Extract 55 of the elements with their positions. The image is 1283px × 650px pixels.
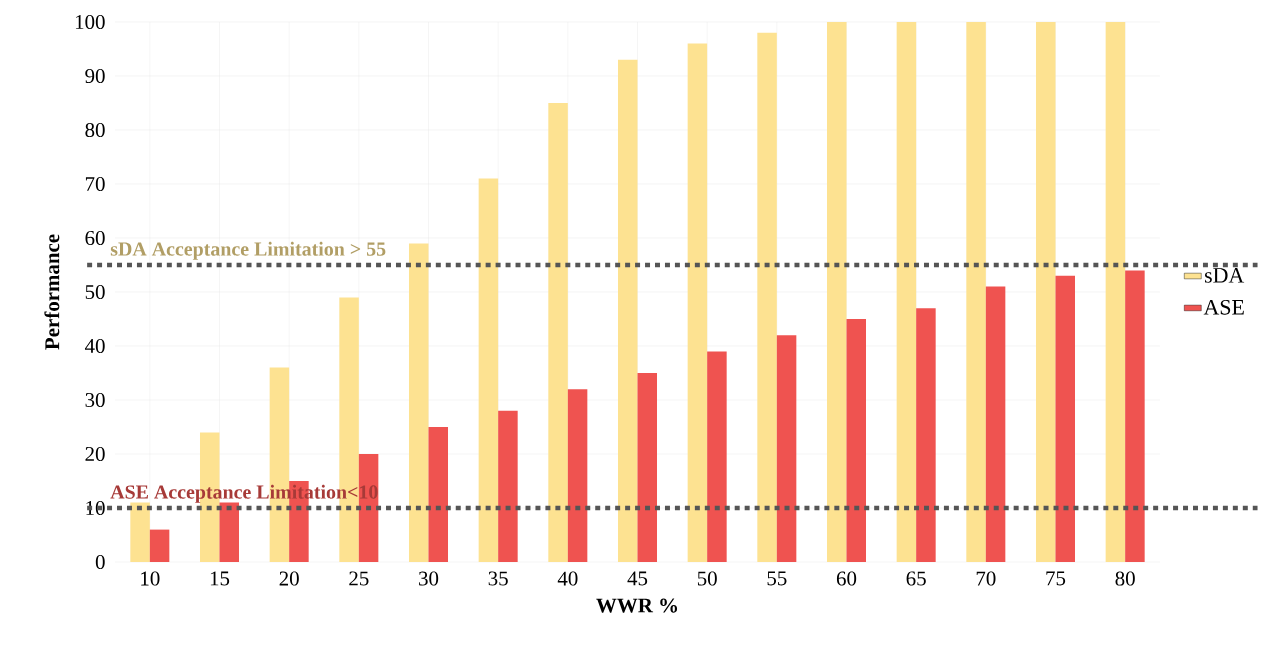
x-tick-label: 45: [627, 571, 648, 586]
y-axis-title: Performance: [44, 234, 60, 350]
bar: [687, 43, 708, 562]
y-tick-label: 50: [85, 284, 105, 300]
x-tick-label: 30: [419, 571, 439, 586]
bar: [617, 59, 638, 562]
x-tick-label: 65: [906, 571, 926, 586]
x-tick-label: 40: [557, 571, 578, 586]
bar: [548, 103, 568, 562]
bar: [219, 502, 240, 562]
ref-line-label: sDA Acceptance Limitation > 55: [110, 241, 386, 260]
x-tick-label: 50: [697, 571, 717, 586]
bar: [130, 502, 150, 562]
bar: [498, 410, 518, 562]
bar: [1055, 275, 1075, 562]
bar: [707, 351, 727, 562]
y-tick-label: 20: [85, 446, 105, 462]
x-tick-label: 70: [976, 571, 996, 586]
y-tick-label: 30: [85, 392, 105, 408]
bar: [1125, 270, 1145, 562]
x-tick-label: 25: [349, 571, 369, 586]
x-tick-label: 80: [1115, 571, 1135, 586]
x-tick-label: 75: [1046, 571, 1066, 586]
bar: [896, 21, 917, 562]
y-tick-label: 80: [85, 122, 105, 138]
x-tick-label: 15: [210, 571, 230, 586]
bar: [428, 427, 448, 562]
bar: [916, 308, 936, 562]
legend-label: ASE: [1203, 299, 1244, 315]
y-tick-label: 90: [85, 68, 105, 84]
bar: [846, 319, 866, 562]
bar: [966, 21, 986, 562]
y-tick-label: 40: [84, 338, 105, 354]
bar: [637, 373, 657, 562]
y-tick-label: 60: [85, 230, 105, 246]
y-tick-label: 100: [75, 14, 105, 30]
bar: [776, 335, 797, 562]
bar: [1035, 21, 1056, 562]
x-axis-title: WWR %: [596, 598, 678, 613]
x-tick-label: 55: [767, 571, 787, 586]
bar: [985, 286, 1006, 562]
legend-label: sDA: [1205, 268, 1245, 283]
x-tick-label: 60: [836, 571, 857, 586]
bar: [1105, 21, 1126, 562]
bar: [826, 21, 847, 562]
x-tick-label: 10: [141, 571, 160, 586]
bar: [478, 178, 499, 562]
bar: [567, 389, 588, 562]
y-tick-label: 0: [95, 554, 105, 570]
x-tick-label: 20: [279, 571, 299, 586]
x-tick-label: 35: [488, 571, 508, 586]
y-tick-label: 70: [85, 176, 105, 192]
bar: [408, 243, 429, 562]
bar: [757, 32, 777, 562]
bar: [149, 529, 170, 562]
